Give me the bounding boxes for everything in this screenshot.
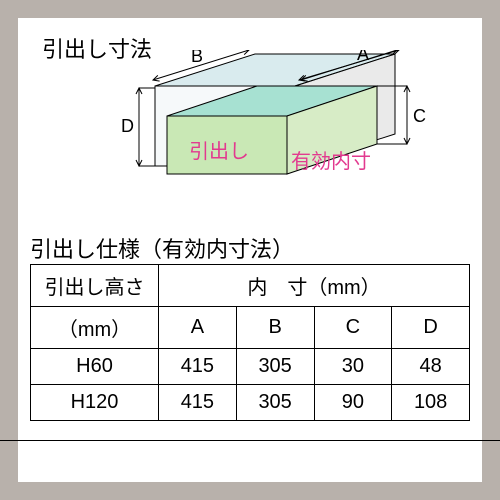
col-a: A [159,307,237,349]
label-b: B [191,50,203,66]
diagram-svg: B A D C 引出し 有効内寸 [95,50,435,210]
row-header-top: 引出し高さ [31,265,159,307]
table-row: H120 415 305 90 108 [31,385,470,421]
label-a: A [357,50,369,64]
col-d: D [392,307,470,349]
spec-table: 引出し高さ 内 寸（mm） （mm） A B C D H60 415 305 3… [30,264,470,421]
footer-line [0,440,500,441]
text-effective: 有効内寸 [291,150,371,173]
cell: 48 [392,349,470,385]
cell: 305 [236,349,314,385]
row-label: H120 [31,385,159,421]
table-row: H60 415 305 30 48 [31,349,470,385]
col-c: C [314,307,392,349]
spec-table-wrap: 引出し高さ 内 寸（mm） （mm） A B C D H60 415 305 3… [30,264,470,421]
cell: 30 [314,349,392,385]
col-group-header: 内 寸（mm） [159,265,470,307]
row-label: H60 [31,349,159,385]
cell: 415 [159,349,237,385]
cell: 415 [159,385,237,421]
label-c: C [413,106,426,126]
cell: 305 [236,385,314,421]
text-drawer: 引出し [189,140,249,163]
drawer-diagram: B A D C 引出し 有効内寸 [95,50,435,210]
label-d: D [121,116,134,136]
col-b: B [236,307,314,349]
cell: 90 [314,385,392,421]
cell: 108 [392,385,470,421]
title-spec: 引出し仕様（有効内寸法） [30,232,294,264]
row-header-bottom: （mm） [31,307,159,349]
